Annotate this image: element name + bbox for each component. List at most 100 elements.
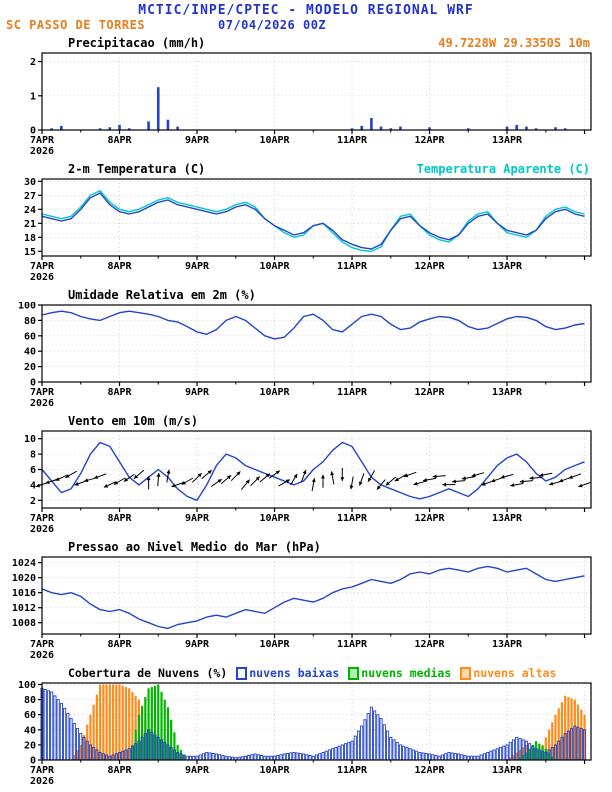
svg-text:13APR: 13APR <box>492 387 523 398</box>
svg-text:8APR: 8APR <box>107 513 132 524</box>
svg-text:2026: 2026 <box>30 524 54 535</box>
svg-text:0: 0 <box>30 756 36 767</box>
svg-text:7APR: 7APR <box>30 135 55 146</box>
svg-text:9APR: 9APR <box>185 765 210 776</box>
svg-text:1016: 1016 <box>12 588 36 599</box>
svg-text:1: 1 <box>30 91 36 102</box>
svg-text:9APR: 9APR <box>185 261 210 272</box>
high-clouds-legend-label: nuvens altas <box>473 666 557 680</box>
pressure-title: Pressao ao Nivel Medio do Mar (hPa) <box>68 540 321 554</box>
model-title: MCTIC/INPE/CPTEC - MODELO REGIONAL WRF <box>138 3 474 18</box>
svg-text:1024: 1024 <box>12 558 36 569</box>
temperature-title-row: 2-m Temperatura (C) Temperatura Aparente… <box>0 161 612 176</box>
svg-text:20: 20 <box>24 362 36 373</box>
legend-mid-clouds: nuvens medias <box>348 666 451 680</box>
low-clouds-legend-label: nuvens baixas <box>249 666 340 680</box>
svg-text:8APR: 8APR <box>107 261 132 272</box>
legend-low-clouds: nuvens baixas <box>236 666 339 680</box>
svg-text:27: 27 <box>24 191 36 202</box>
svg-text:9APR: 9APR <box>185 387 210 398</box>
svg-text:10APR: 10APR <box>259 639 290 650</box>
station-coordinates: 49.7228W 29.3350S 10m <box>438 36 590 50</box>
wind-title: Vento em 10m (m/s) <box>68 414 199 428</box>
precipitation-title-row: Precipitacao (mm/h) 49.7228W 29.3350S 10… <box>0 35 612 50</box>
mid-clouds-swatch-icon <box>348 666 360 680</box>
svg-text:8APR: 8APR <box>107 639 132 650</box>
apparent-temperature-label: Temperatura Aparente (C) <box>416 162 590 176</box>
svg-text:13APR: 13APR <box>492 135 523 146</box>
svg-text:4: 4 <box>30 480 36 491</box>
svg-text:8APR: 8APR <box>107 765 132 776</box>
svg-text:0: 0 <box>30 126 36 137</box>
svg-text:24: 24 <box>24 205 36 216</box>
svg-text:2026: 2026 <box>30 146 54 157</box>
svg-text:1008: 1008 <box>12 618 36 629</box>
svg-text:11APR: 11APR <box>337 135 368 146</box>
high-clouds-swatch-icon <box>460 666 472 680</box>
svg-text:100: 100 <box>18 680 36 691</box>
station-name: SC PASSO DE TORRES <box>6 18 146 32</box>
svg-text:2026: 2026 <box>30 272 54 283</box>
svg-text:1012: 1012 <box>12 603 36 614</box>
svg-text:7APR: 7APR <box>30 261 55 272</box>
svg-text:10APR: 10APR <box>259 387 290 398</box>
svg-text:8APR: 8APR <box>107 387 132 398</box>
svg-text:13APR: 13APR <box>492 261 523 272</box>
panel-temperature: 2-m Temperatura (C) Temperatura Aparente… <box>0 161 612 287</box>
svg-text:2026: 2026 <box>30 398 54 409</box>
legend-high-clouds: nuvens altas <box>460 666 556 680</box>
svg-text:2026: 2026 <box>30 650 54 661</box>
svg-text:2: 2 <box>30 57 36 68</box>
humidity-title-row: Umidade Relativa em 2m (%) <box>0 287 612 302</box>
panel-humidity: Umidade Relativa em 2m (%) 0 20 40 60 80 100 7… <box>0 287 612 413</box>
svg-text:20: 20 <box>24 740 36 751</box>
svg-text:80: 80 <box>24 695 36 706</box>
svg-text:2026: 2026 <box>30 776 54 787</box>
svg-text:10APR: 10APR <box>259 513 290 524</box>
svg-text:15: 15 <box>24 247 36 258</box>
svg-text:12APR: 12APR <box>414 765 445 776</box>
svg-text:40: 40 <box>24 347 36 358</box>
clouds-title: Cobertura de Nuvens (%) <box>68 666 228 680</box>
svg-text:10: 10 <box>24 434 36 445</box>
wind-title-row: Vento em 10m (m/s) <box>0 413 612 428</box>
svg-text:11APR: 11APR <box>337 513 368 524</box>
pressure-title-row: Pressao ao Nivel Medio do Mar (hPa) <box>0 539 612 554</box>
svg-text:12APR: 12APR <box>414 261 445 272</box>
svg-text:8APR: 8APR <box>107 135 132 146</box>
svg-text:7APR: 7APR <box>30 639 55 650</box>
svg-text:10APR: 10APR <box>259 261 290 272</box>
svg-text:12APR: 12APR <box>414 135 445 146</box>
svg-text:60: 60 <box>24 331 36 342</box>
svg-text:6: 6 <box>30 465 36 476</box>
svg-text:9APR: 9APR <box>185 513 210 524</box>
svg-text:60: 60 <box>24 710 36 721</box>
svg-text:7APR: 7APR <box>30 387 55 398</box>
svg-text:12APR: 12APR <box>414 513 445 524</box>
svg-text:10APR: 10APR <box>259 765 290 776</box>
svg-text:13APR: 13APR <box>492 639 523 650</box>
low-clouds-swatch-icon <box>236 666 248 680</box>
svg-text:40: 40 <box>24 725 36 736</box>
svg-text:0: 0 <box>30 378 36 389</box>
svg-text:7APR: 7APR <box>30 513 55 524</box>
svg-text:9APR: 9APR <box>185 639 210 650</box>
svg-text:9APR: 9APR <box>185 135 210 146</box>
svg-text:10APR: 10APR <box>259 135 290 146</box>
panel-wind: Vento em 10m (m/s) 2 4 6 8 10 7APR 2026 8APR 9AP… <box>0 413 612 539</box>
precipitation-title: Precipitacao (mm/h) <box>68 36 206 50</box>
svg-text:18: 18 <box>24 233 36 244</box>
temperature-title: 2-m Temperatura (C) <box>68 162 206 176</box>
svg-text:1020: 1020 <box>12 573 36 584</box>
svg-text:12APR: 12APR <box>414 387 445 398</box>
header-line2: SC PASSO DE TORRES 07/04/2026 00Z <box>0 18 612 35</box>
svg-text:100: 100 <box>18 302 36 312</box>
svg-text:11APR: 11APR <box>337 387 368 398</box>
panel-precipitation: Precipitacao (mm/h) 49.7228W 29.3350S 10… <box>0 35 612 161</box>
